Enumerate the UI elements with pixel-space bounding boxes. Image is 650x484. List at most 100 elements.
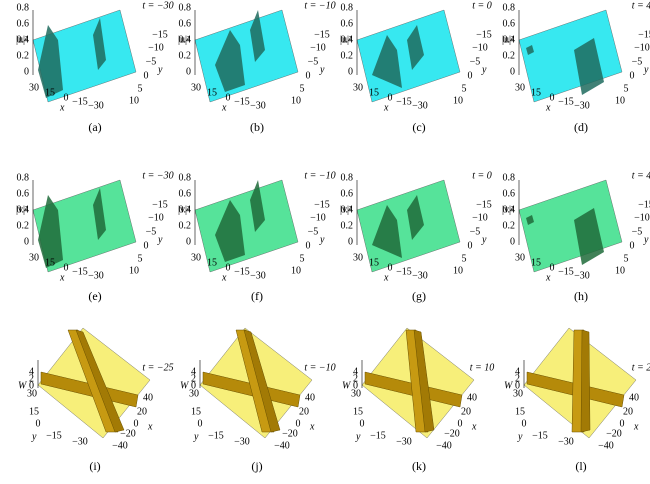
y-tick-label: 30 xyxy=(513,388,523,399)
panel-caption: (c) xyxy=(412,120,425,134)
z-axis-label: |u|² xyxy=(502,34,514,45)
y-axis-label: y xyxy=(157,234,163,245)
z-tick-label: 0.6 xyxy=(17,18,30,29)
panel: 0.80.60.40.20|u|²30150−15−30x−15−10−5051… xyxy=(502,0,650,113)
x-tick-label: 15 xyxy=(531,257,541,268)
panel-caption: (f) xyxy=(251,289,263,303)
z-tick-label: 0.6 xyxy=(503,188,516,199)
z-axis-label: W xyxy=(342,380,352,391)
z-tick-label: 0.2 xyxy=(179,50,192,61)
y-tick-label: −10 xyxy=(310,42,326,53)
y-tick-label: −10 xyxy=(634,42,650,53)
peak xyxy=(574,208,604,265)
y-tick-label: 0 xyxy=(630,70,635,81)
x-axis-label: x xyxy=(147,421,153,432)
x-tick-label: 20 xyxy=(137,406,147,417)
z-axis-label: W xyxy=(180,380,190,391)
y-tick-label: 0 xyxy=(144,240,149,251)
y-tick-label: 0 xyxy=(36,418,41,429)
y-axis-label: y xyxy=(31,431,37,442)
x-tick-label: 0 xyxy=(388,262,393,273)
z-tick-label: 0 xyxy=(186,66,191,77)
x-tick-label: 0 xyxy=(388,92,393,103)
y-tick-label: −10 xyxy=(634,212,650,223)
z-tick-label: 0.4 xyxy=(179,204,192,215)
panel-caption: (l) xyxy=(575,459,586,473)
y-tick-label: −15 xyxy=(370,430,386,441)
x-tick-label: −40 xyxy=(112,440,128,451)
x-tick-label: 20 xyxy=(623,406,633,417)
y-axis-label: y xyxy=(643,234,649,245)
z-tick-label: 0.8 xyxy=(503,2,516,13)
y-tick-label: −10 xyxy=(472,212,488,223)
x-tick-label: 0 xyxy=(550,262,555,273)
y-tick-label: 0 xyxy=(360,418,365,429)
y-tick-label: −15 xyxy=(46,430,62,441)
y-tick-label: −5 xyxy=(632,56,643,67)
x-tick-label: −30 xyxy=(250,270,266,281)
panel-caption: (i) xyxy=(89,459,100,473)
y-tick-label: 10 xyxy=(453,265,463,276)
z-tick-label: 0 xyxy=(353,380,358,391)
peak xyxy=(38,25,63,98)
z-tick-label: 0.2 xyxy=(341,220,354,231)
y-axis-label: y xyxy=(517,431,523,442)
t-label: t = −10 xyxy=(304,0,335,11)
y-tick-label: 30 xyxy=(351,388,361,399)
z-tick-label: 0.4 xyxy=(341,34,354,45)
z-tick-label: 0 xyxy=(510,66,515,77)
x-tick-label: −20 xyxy=(606,428,622,439)
x-axis-label: x xyxy=(545,102,551,113)
y-tick-label: 10 xyxy=(129,265,139,276)
z-tick-label: 0.2 xyxy=(503,50,516,61)
y-tick-label: −5 xyxy=(308,56,319,67)
x-tick-label: 40 xyxy=(305,392,315,403)
x-axis-label: x xyxy=(545,272,551,283)
y-tick-label: 10 xyxy=(615,95,625,106)
peak xyxy=(215,200,245,262)
panel-caption: (h) xyxy=(574,289,588,303)
y-tick-label: 5 xyxy=(624,83,629,94)
z-tick-label: 0.2 xyxy=(17,220,30,231)
y-tick-label: 5 xyxy=(138,253,143,264)
panel-caption: (a) xyxy=(88,120,101,134)
t-label: t = 25 xyxy=(632,362,650,373)
y-axis-label: y xyxy=(157,64,163,75)
z-axis-label: |v|² xyxy=(178,204,190,215)
x-tick-label: 15 xyxy=(45,257,55,268)
z-tick-label: 0.6 xyxy=(179,18,192,29)
panel-caption: (d) xyxy=(574,120,588,134)
y-tick-label: 5 xyxy=(300,253,305,264)
z-tick-label: 0.6 xyxy=(503,18,516,29)
z-tick-label: 0.4 xyxy=(179,34,192,45)
y-tick-label: −15 xyxy=(314,29,330,40)
panel-caption: (b) xyxy=(250,120,264,134)
y-tick-label: −15 xyxy=(208,430,224,441)
x-tick-label: 15 xyxy=(45,87,55,98)
panel-caption: (k) xyxy=(412,459,426,473)
panel-caption: (j) xyxy=(251,459,262,473)
y-axis-label: y xyxy=(319,64,325,75)
z-axis-label: |u|² xyxy=(16,34,28,45)
z-tick-label: 0.6 xyxy=(341,188,354,199)
z-tick-label: 0.8 xyxy=(179,172,192,183)
y-tick-label: 15 xyxy=(515,406,525,417)
z-tick-label: 0.4 xyxy=(341,204,354,215)
y-tick-label: 15 xyxy=(29,406,39,417)
z-axis-label: W xyxy=(504,380,514,391)
x-tick-label: 0 xyxy=(550,92,555,103)
t-label: t = −10 xyxy=(304,170,335,181)
y-tick-label: −5 xyxy=(308,226,319,237)
x-tick-label: 0 xyxy=(64,92,69,103)
y-tick-label: 0 xyxy=(306,70,311,81)
x-axis-label: x xyxy=(383,102,389,113)
y-tick-label: −10 xyxy=(310,212,326,223)
z-tick-label: 0 xyxy=(29,380,34,391)
x-axis-label: x xyxy=(59,102,65,113)
x-tick-label: 0 xyxy=(226,262,231,273)
y-tick-label: 0 xyxy=(468,240,473,251)
x-tick-label: −15 xyxy=(72,266,88,277)
